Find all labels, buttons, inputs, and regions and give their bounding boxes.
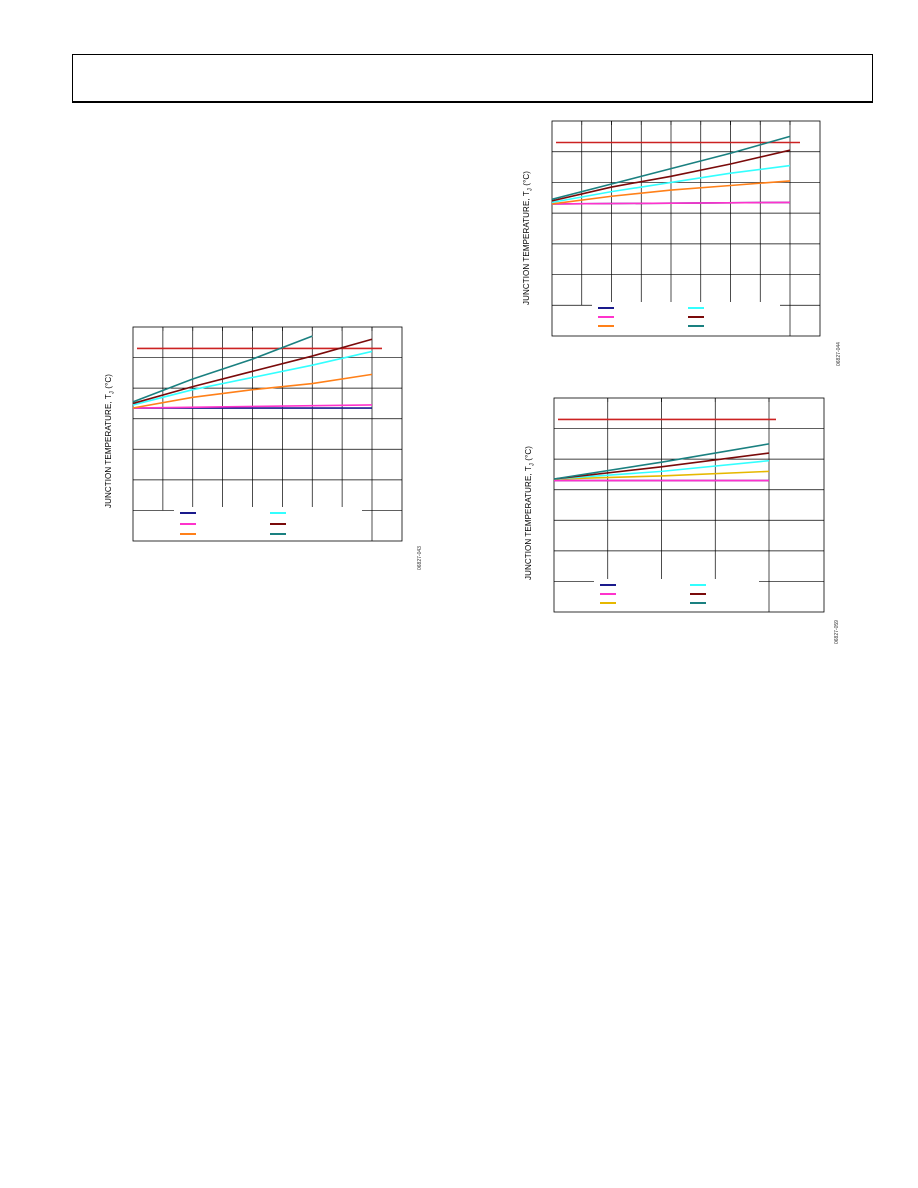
series-line-6 (551, 135, 791, 201)
series-line-6 (132, 335, 313, 403)
legend-box (592, 302, 780, 334)
series-line-2 (132, 404, 373, 409)
chart-3-ylabel: JUNCTION TEMPERATURE, TJ (°C) (524, 445, 536, 580)
legend-box (174, 507, 362, 539)
series-line-3 (553, 470, 770, 480)
series-line-3 (132, 373, 373, 409)
legend-box (594, 579, 759, 610)
series-line-4 (132, 350, 373, 406)
series-line-4 (551, 164, 791, 204)
chart-frame (132, 326, 403, 542)
series-line-5 (553, 452, 770, 480)
series-line-5 (132, 338, 373, 405)
series-line-3 (551, 180, 791, 205)
series-line-2 (551, 201, 791, 205)
series-line-6 (553, 443, 770, 480)
chart-frame (553, 397, 825, 613)
chart-3-figure-id: 06827-059 (834, 620, 840, 644)
chart-frame (551, 120, 821, 337)
series-line-4 (553, 459, 770, 480)
page-header (72, 54, 873, 103)
series-line-5 (551, 149, 791, 202)
